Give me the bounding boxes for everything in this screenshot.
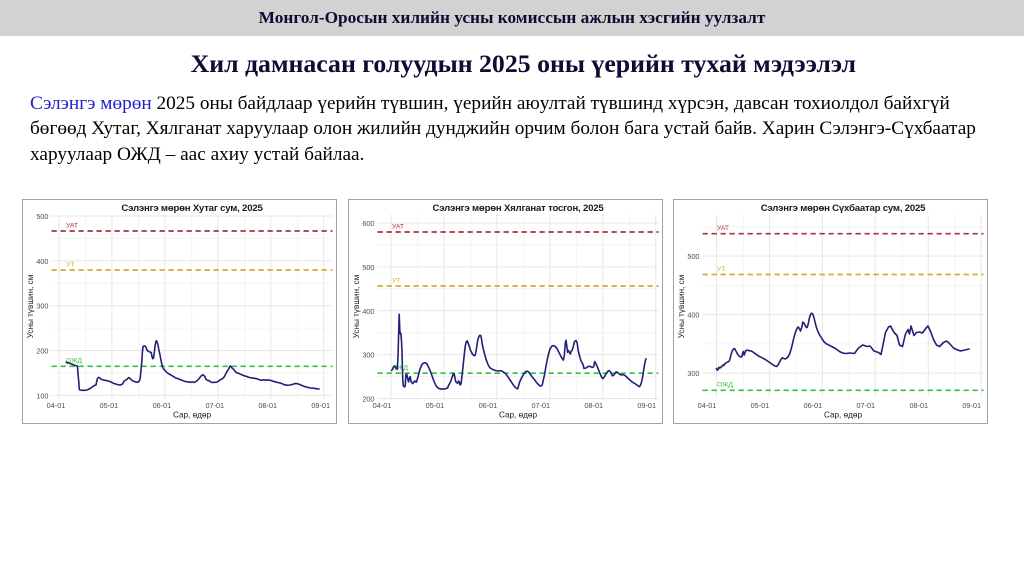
svg-text:04-01: 04-01	[47, 401, 66, 410]
svg-text:Сэлэнгэ мөрөн Хутаг сум, 2025: Сэлэнгэ мөрөн Хутаг сум, 2025	[121, 203, 263, 214]
svg-text:04-01: 04-01	[698, 401, 717, 410]
svg-text:06-01: 06-01	[153, 401, 172, 410]
svg-text:05-01: 05-01	[426, 401, 445, 410]
svg-text:500: 500	[687, 252, 699, 261]
svg-text:100: 100	[36, 391, 48, 400]
svg-text:УАТ: УАТ	[717, 225, 729, 232]
svg-text:ОЖД: ОЖД	[66, 358, 82, 365]
svg-text:300: 300	[36, 302, 48, 311]
svg-text:УТ: УТ	[66, 261, 74, 268]
svg-text:04-01: 04-01	[373, 401, 392, 410]
svg-text:09-01: 09-01	[311, 401, 330, 410]
svg-text:400: 400	[687, 311, 699, 320]
svg-text:Сэлэнгэ мөрөн Хялганат тосгон,: Сэлэнгэ мөрөн Хялганат тосгон, 2025	[432, 203, 604, 214]
svg-text:200: 200	[362, 395, 374, 404]
svg-text:400: 400	[36, 257, 48, 266]
svg-text:Сар, өдөр: Сар, өдөр	[173, 410, 212, 419]
svg-text:500: 500	[36, 212, 48, 221]
svg-text:500: 500	[362, 263, 374, 272]
svg-text:УАТ: УАТ	[66, 222, 78, 229]
svg-text:УТ: УТ	[717, 266, 725, 273]
svg-text:07-01: 07-01	[205, 401, 224, 410]
svg-text:07-01: 07-01	[856, 401, 875, 410]
svg-text:ОЖД: ОЖД	[717, 382, 733, 389]
svg-text:Усны түвшин, см: Усны түвшин, см	[26, 274, 35, 338]
svg-text:Усны түвшин, см: Усны түвшин, см	[352, 274, 361, 338]
svg-text:ОЖД: ОЖД	[392, 365, 408, 372]
svg-text:200: 200	[36, 347, 48, 356]
svg-text:06-01: 06-01	[479, 401, 498, 410]
svg-text:09-01: 09-01	[962, 401, 981, 410]
svg-text:06-01: 06-01	[804, 401, 823, 410]
svg-text:Усны түвшин, см: Усны түвшин, см	[677, 274, 686, 338]
svg-text:08-01: 08-01	[584, 401, 603, 410]
svg-text:05-01: 05-01	[751, 401, 770, 410]
svg-text:Сар, өдөр: Сар, өдөр	[824, 410, 863, 419]
svg-text:600: 600	[362, 219, 374, 228]
svg-text:08-01: 08-01	[258, 401, 277, 410]
svg-text:300: 300	[362, 351, 374, 360]
svg-text:08-01: 08-01	[909, 401, 928, 410]
svg-text:Сэлэнгэ мөрөн Сүхбаатар сум, 2: Сэлэнгэ мөрөн Сүхбаатар сум, 2025	[761, 203, 926, 214]
svg-text:07-01: 07-01	[531, 401, 550, 410]
svg-text:Сар, өдөр: Сар, өдөр	[499, 410, 538, 419]
svg-text:УТ: УТ	[392, 277, 400, 284]
svg-text:УАТ: УАТ	[392, 223, 404, 230]
svg-text:300: 300	[687, 369, 699, 378]
svg-text:05-01: 05-01	[100, 401, 119, 410]
svg-text:09-01: 09-01	[637, 401, 656, 410]
svg-text:400: 400	[362, 307, 374, 316]
